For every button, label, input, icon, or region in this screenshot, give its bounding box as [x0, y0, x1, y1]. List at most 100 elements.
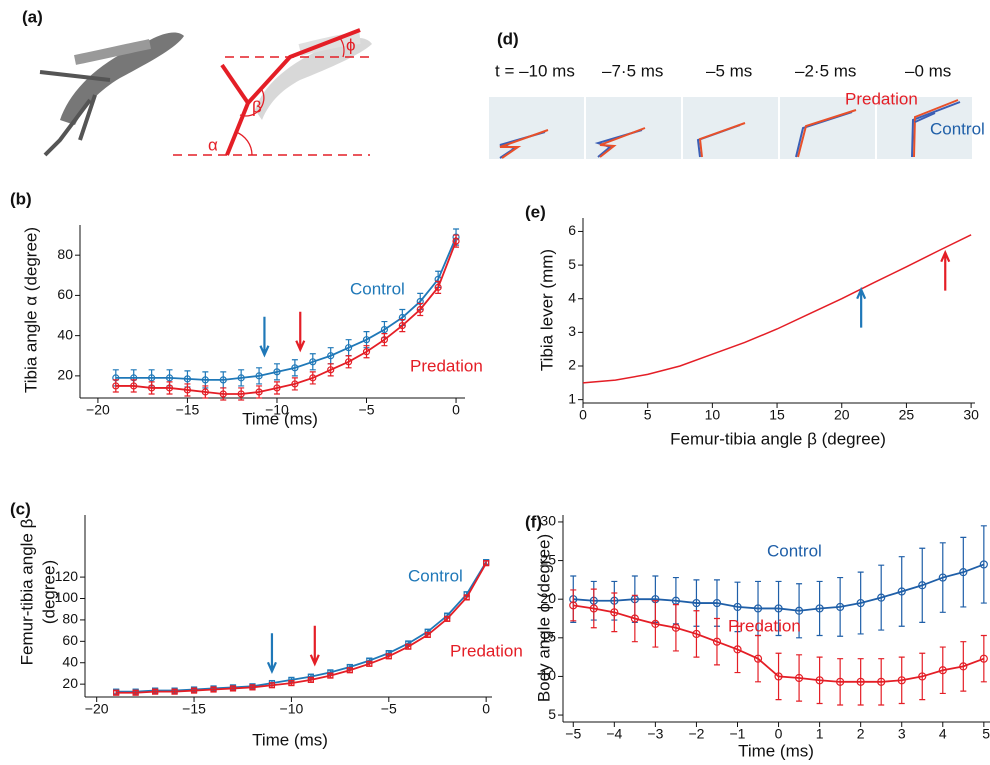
angle-arc	[235, 131, 253, 156]
arrow	[259, 316, 270, 358]
data-point	[610, 608, 619, 617]
data-point	[327, 672, 334, 679]
data-point	[307, 676, 314, 683]
data-point	[219, 376, 227, 384]
data-point	[229, 685, 237, 692]
data-point	[444, 615, 451, 622]
data-point	[651, 619, 660, 629]
data-point	[794, 606, 804, 615]
x-tick-label: 3	[898, 726, 906, 742]
y-tick-label: 80	[62, 611, 78, 627]
data-point	[794, 673, 804, 683]
y-tick-label: 25	[540, 551, 556, 567]
data-point	[362, 348, 371, 356]
series-label: Predation	[410, 356, 483, 375]
series-label: Control	[408, 566, 463, 585]
series	[113, 560, 490, 696]
x-tick-label: −20	[86, 402, 110, 418]
arrow	[295, 311, 306, 353]
arrow	[266, 633, 277, 675]
series	[569, 525, 988, 639]
y-tick-label: 4	[568, 289, 576, 305]
frame-annotation: Control	[930, 119, 985, 138]
frame-time: –0 ms	[905, 61, 951, 80]
data-point	[148, 384, 156, 392]
data-point	[836, 602, 845, 612]
data-point	[569, 601, 578, 610]
data-point	[938, 573, 947, 582]
data-point	[856, 677, 865, 686]
data-line	[573, 563, 985, 612]
frame-time: t = –10 ms	[495, 61, 575, 80]
y-tick-label: 15	[540, 629, 556, 645]
y-tick-label: 1	[568, 390, 576, 406]
data-point	[434, 283, 442, 291]
data-point	[183, 375, 192, 383]
data-point	[959, 568, 968, 577]
data-point	[148, 374, 156, 382]
data-point	[130, 382, 138, 390]
data-point	[345, 358, 353, 366]
data-point	[190, 687, 198, 694]
x-tick-label: −15	[176, 402, 200, 418]
data-point	[692, 629, 701, 639]
data-point	[753, 654, 763, 663]
x-tick-label: 5	[982, 726, 990, 742]
panel-label: (c)	[10, 499, 31, 518]
data-point	[327, 366, 335, 374]
data-point	[897, 587, 906, 596]
y-tick-label: 100	[55, 589, 79, 605]
x-tick-label: 0	[452, 402, 460, 418]
data-point	[589, 604, 598, 613]
x-tick-label: 25	[899, 407, 915, 423]
panel-label: (a)	[22, 7, 43, 26]
data-point	[291, 364, 299, 372]
data-point	[918, 581, 927, 590]
data-point	[692, 598, 701, 608]
x-tick-label: 0	[579, 407, 587, 423]
data-point	[112, 382, 120, 390]
data-line	[582, 234, 972, 384]
data-point	[979, 560, 988, 569]
data-point	[268, 682, 276, 689]
x-tick-label: −20	[85, 701, 109, 717]
series-label: Control	[767, 541, 822, 560]
data-point	[273, 384, 281, 392]
leg-lines	[225, 28, 361, 156]
data-point	[630, 614, 639, 623]
series	[582, 234, 972, 384]
x-tick-label: 15	[769, 407, 785, 423]
x-axis-label: Time (ms)	[738, 741, 814, 760]
x-tick-label: −10	[280, 701, 304, 717]
data-point	[380, 336, 389, 344]
panel-label: (d)	[497, 29, 519, 48]
y-tick-label: 3	[568, 323, 576, 339]
data-point	[712, 598, 722, 608]
x-tick-label: −1	[730, 726, 746, 742]
data-point	[201, 376, 209, 384]
series-label: Predation	[450, 641, 523, 660]
data-line	[116, 562, 487, 694]
data-point	[877, 593, 886, 602]
data-point	[113, 689, 120, 696]
x-tick-label: 1	[816, 726, 824, 742]
y-axis-label: (degree)	[39, 560, 58, 624]
y-axis-label: Tibia angle α (degree)	[21, 227, 40, 393]
data-point	[671, 623, 681, 632]
data-point	[938, 666, 947, 675]
x-tick-label: −10	[265, 402, 289, 418]
y-tick-label: 10	[540, 667, 556, 683]
data-point	[309, 374, 317, 382]
y-tick-label: 2	[568, 357, 576, 373]
panel-label: (b)	[10, 189, 32, 208]
x-tick-label: 20	[834, 407, 850, 423]
x-tick-label: −3	[647, 726, 663, 742]
x-tick-label: −5	[359, 402, 375, 418]
angle-label: α	[208, 135, 218, 154]
x-tick-label: −15	[182, 701, 206, 717]
data-point	[237, 390, 245, 398]
series-label: Predation	[728, 616, 801, 635]
data-point	[309, 358, 317, 366]
